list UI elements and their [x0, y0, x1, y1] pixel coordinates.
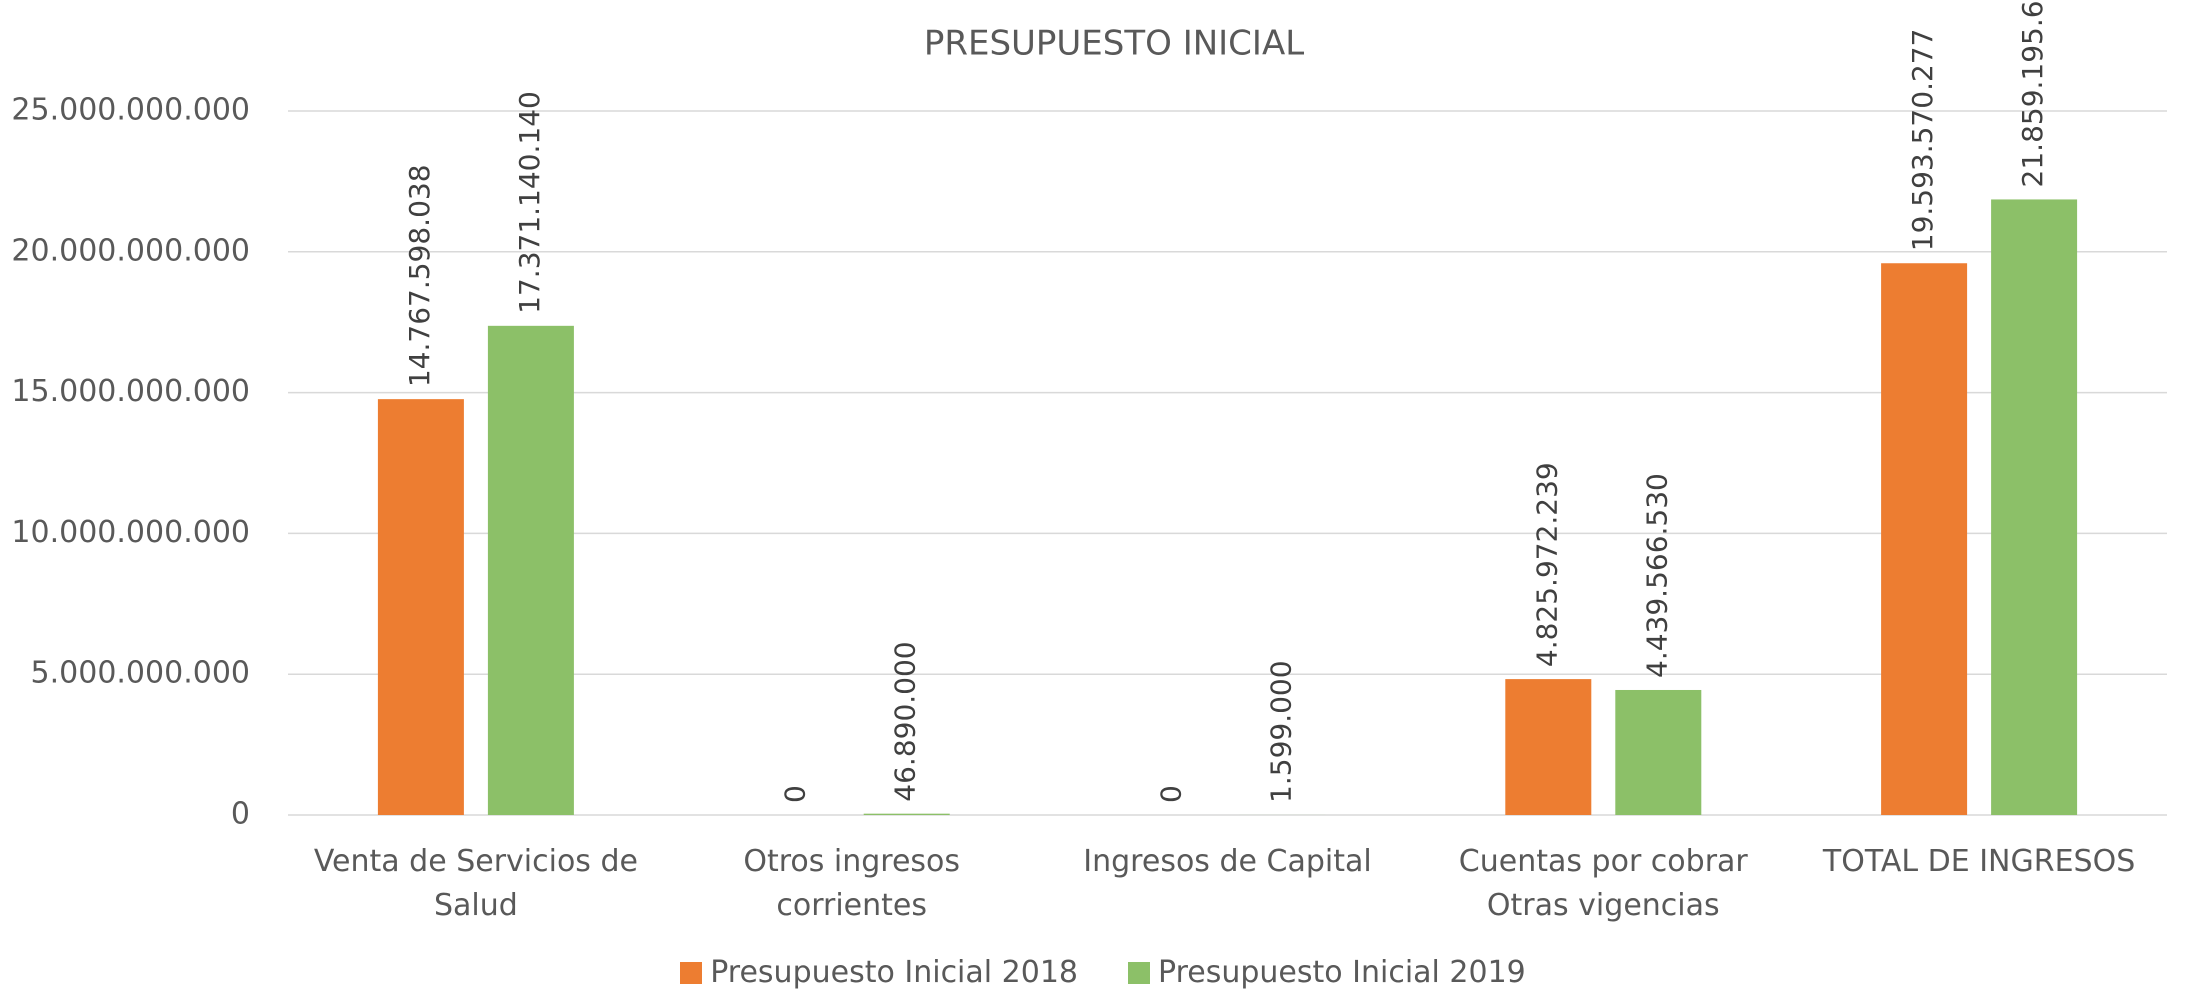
y-tick-label: 0	[231, 797, 250, 832]
data-label: 14.767.598.038	[403, 164, 436, 387]
data-label: 21.859.195.670	[2016, 0, 2049, 187]
y-tick-label: 20.000.000.000	[11, 233, 250, 268]
legend: Presupuesto Inicial 2018 Presupuesto Inic…	[0, 955, 2206, 990]
chart-svg: PRESUPUESTO INICIAL 0 5.000.000.000 10.000…	[0, 0, 2206, 940]
data-label: 4.439.566.530	[1640, 473, 1673, 678]
data-label: 46.890.000	[889, 641, 922, 801]
legend-swatch	[680, 962, 702, 984]
x-tick-label: Venta de Servicios de Salud	[288, 840, 664, 928]
legend-label: Presupuesto Inicial 2019	[1158, 955, 1526, 990]
bar	[1615, 690, 1701, 815]
legend-item: Presupuesto Inicial 2018	[680, 955, 1078, 990]
y-tick-label: 25.000.000.000	[11, 93, 250, 128]
bar	[1881, 263, 1967, 815]
data-label: 4.825.972.239	[1530, 462, 1563, 667]
bar	[378, 399, 464, 815]
x-tick-label: Otros ingresos corrientes	[664, 840, 1040, 928]
legend-item: Presupuesto Inicial 2019	[1128, 955, 1526, 990]
y-tick-label: 5.000.000.000	[31, 656, 250, 691]
data-label: 0	[1155, 785, 1188, 803]
data-label: 19.593.570.277	[1906, 29, 1939, 252]
data-label: 1.599.000	[1265, 660, 1298, 803]
x-tick-label: Ingresos de Capital	[1040, 840, 1416, 884]
x-tick-label: TOTAL DE INGRESOS	[1791, 840, 2167, 884]
chart: PRESUPUESTO INICIAL 0 5.000.000.000 10.000…	[0, 0, 2206, 996]
legend-label: Presupuesto Inicial 2018	[710, 955, 1078, 990]
bar	[488, 326, 574, 815]
bar	[864, 814, 950, 815]
y-tick-label: 10.000.000.000	[11, 515, 250, 550]
bar	[1505, 679, 1591, 815]
x-tick-label: Cuentas por cobrar Otras vigencias	[1415, 840, 1791, 928]
chart-title: PRESUPUESTO INICIAL	[924, 24, 1304, 64]
bar	[1991, 199, 2077, 815]
y-tick-label: 15.000.000.000	[11, 374, 250, 409]
data-label: 0	[779, 785, 812, 803]
data-label: 17.371.140.140	[513, 91, 546, 314]
legend-swatch	[1128, 962, 1150, 984]
